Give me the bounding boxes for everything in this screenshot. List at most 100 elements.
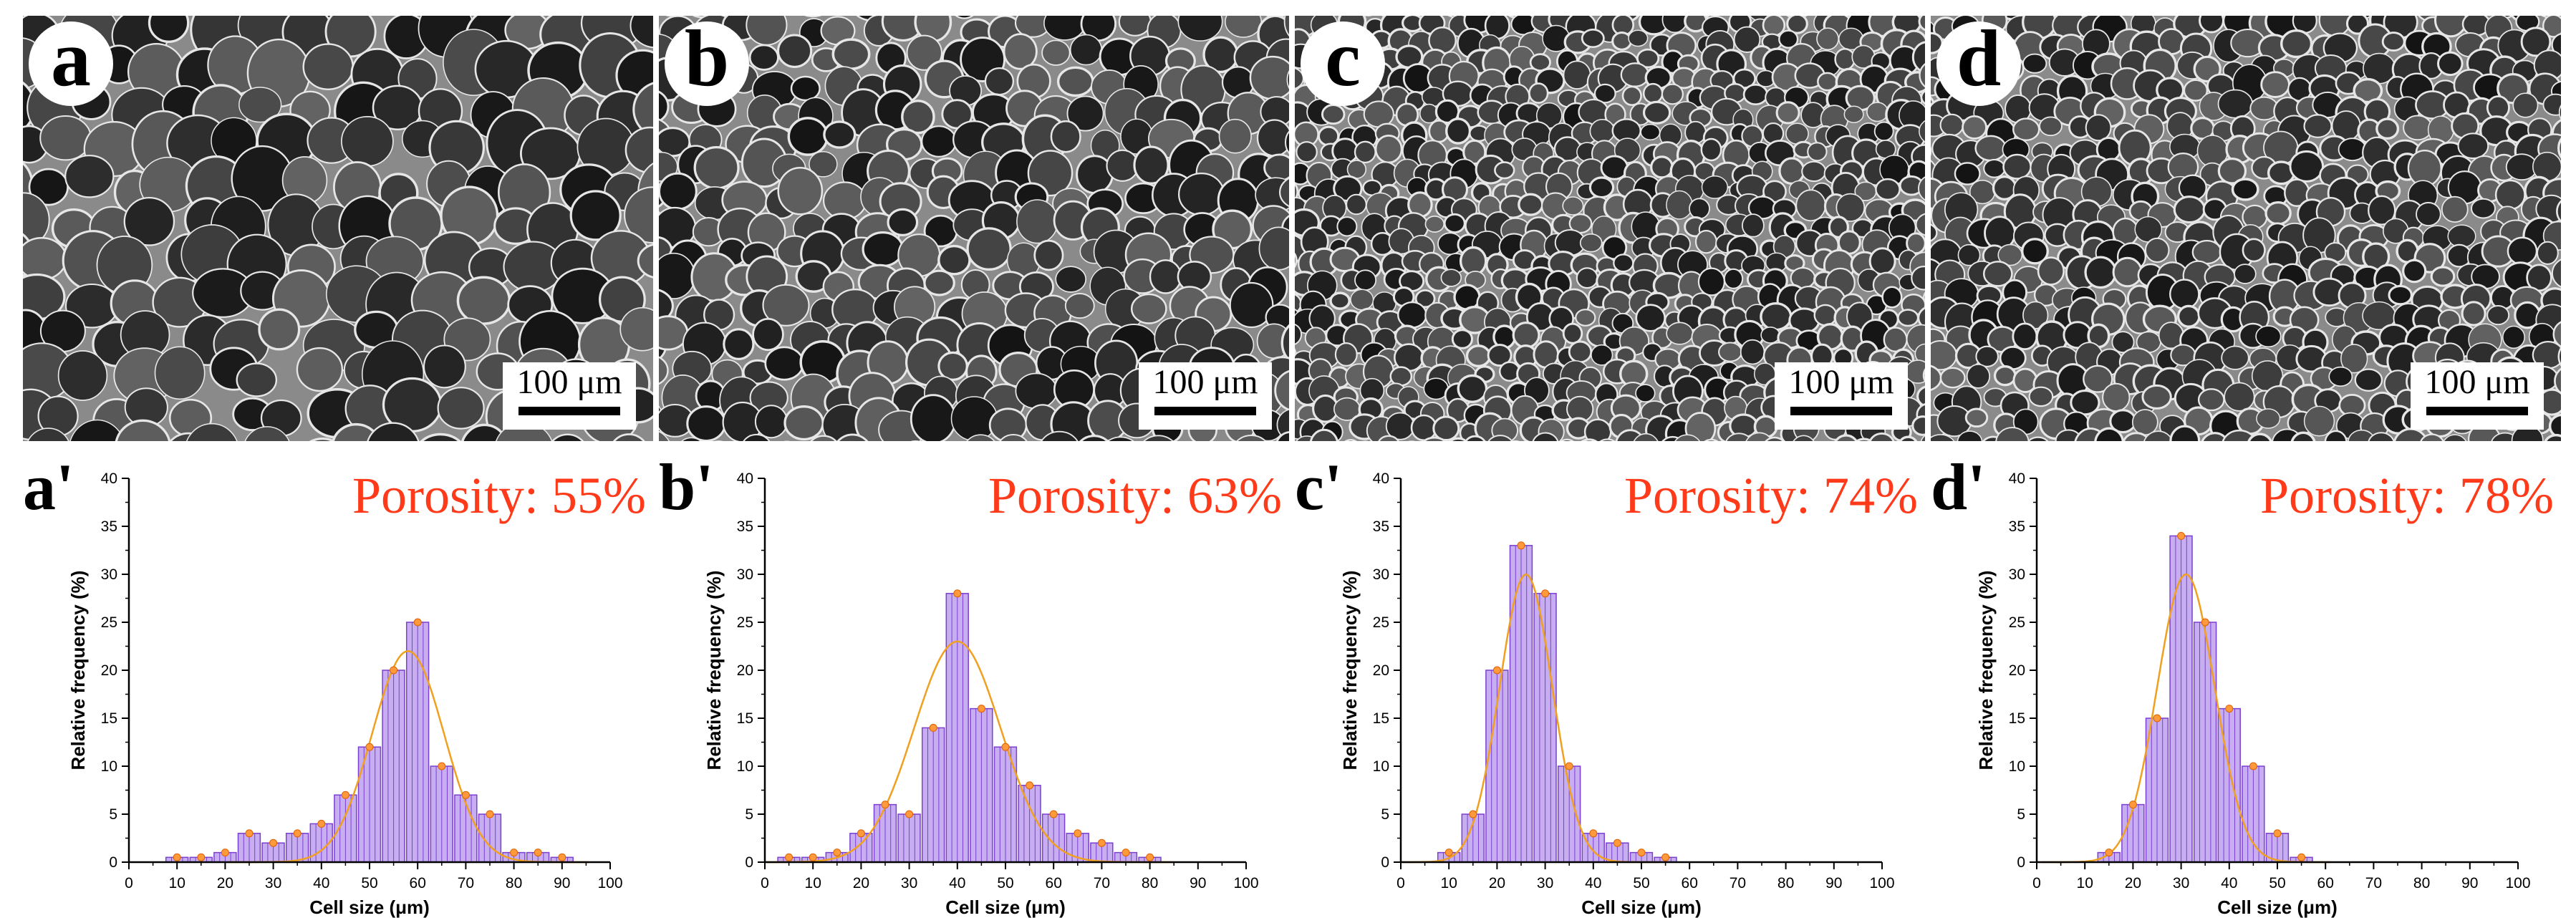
- foam-pore: [2437, 51, 2464, 77]
- foam-pore: [2348, 429, 2375, 441]
- data-point-marker: [2249, 762, 2257, 770]
- foam-pore: [1906, 232, 1925, 255]
- foam-pore: [1432, 415, 1460, 441]
- histogram-bar: [1018, 785, 1041, 863]
- data-point-marker: [2128, 801, 2137, 809]
- foam-pore: [1642, 82, 1664, 104]
- foam-pore: [1443, 213, 1466, 233]
- foam-pore: [1321, 104, 1346, 125]
- data-point-marker: [221, 849, 229, 857]
- foam-pore: [1897, 309, 1919, 327]
- foam-pore: [64, 155, 115, 198]
- data-point-marker: [1097, 839, 1106, 847]
- foam-pore: [1931, 223, 1938, 242]
- foam-pore: [2084, 256, 2117, 289]
- foam-pore: [2027, 436, 2049, 441]
- sem-panel-label-a: a: [29, 19, 113, 106]
- data-point-marker: [881, 801, 889, 809]
- foam-pore: [2094, 427, 2124, 441]
- foam-pore: [1642, 100, 1671, 125]
- foam-pore: [1801, 160, 1827, 183]
- chart-panel-label-a: a': [23, 450, 74, 523]
- foam-pore: [809, 150, 838, 178]
- histogram-bar: [405, 622, 430, 863]
- foam-pore: [2328, 366, 2353, 387]
- x-tick-label: 20: [853, 875, 869, 892]
- foam-pore: [1424, 216, 1445, 233]
- foam-pore: [1918, 176, 1925, 201]
- foam-pore: [1760, 302, 1793, 332]
- histogram-bar: [382, 670, 405, 863]
- x-tick-label: 0: [761, 875, 769, 892]
- data-point-marker: [2225, 705, 2234, 713]
- foam-pore: [2551, 33, 2561, 57]
- foam-pore: [984, 67, 1015, 96]
- histogram-bar: [334, 794, 357, 863]
- foam-pore: [937, 351, 968, 381]
- foam-pore: [461, 423, 508, 441]
- foam-pore: [1532, 432, 1559, 441]
- data-point-marker: [269, 839, 278, 847]
- foam-pore: [1066, 95, 1104, 132]
- x-tick-label: 40: [313, 875, 329, 892]
- data-point-marker: [461, 791, 470, 799]
- foam-pore: [1457, 374, 1488, 404]
- foam-pore: [2354, 368, 2383, 392]
- scale-bar-b: 100 μm: [1139, 362, 1272, 430]
- foam-pore: [2338, 137, 2367, 162]
- foam-pore: [1923, 291, 1925, 304]
- foam-pore: [2247, 433, 2272, 441]
- foam-pore: [1056, 66, 1094, 97]
- foam-pore: [1279, 177, 1289, 208]
- foam-texture-c: [1295, 16, 1925, 441]
- data-point-marker: [1146, 853, 1154, 861]
- foam-pore: [2303, 405, 2335, 437]
- foam-pore: [901, 100, 935, 135]
- foam-pore: [1263, 153, 1289, 182]
- foam-pore: [1765, 436, 1785, 441]
- foam-pore: [1995, 427, 2030, 441]
- foam-pore: [1918, 16, 1925, 32]
- foam-pore: [2557, 137, 2561, 159]
- foam-pore: [1911, 41, 1925, 74]
- y-tick-label: 30: [2009, 566, 2025, 583]
- foam-pore: [2131, 409, 2158, 436]
- foam-pore: [1868, 432, 1895, 441]
- foam-pore: [1701, 175, 1729, 199]
- foam-pore: [1674, 434, 1701, 441]
- data-point-marker: [534, 849, 542, 857]
- scale-bar-a: 100 μm: [503, 362, 636, 430]
- foam-pore: [1512, 321, 1540, 349]
- foam-pore: [1621, 85, 1642, 107]
- foam-pore: [2255, 325, 2282, 348]
- foam-pore: [238, 87, 282, 123]
- histogram-bar: [970, 707, 993, 863]
- x-tick-label: 20: [1489, 875, 1505, 892]
- histogram-bar: [1041, 813, 1066, 863]
- histogram-bar: [945, 593, 969, 863]
- foam-pore: [1336, 216, 1358, 237]
- foam-pore: [1374, 134, 1403, 164]
- scale-bar-line-a: [518, 407, 620, 415]
- foam-pore: [2552, 321, 2561, 348]
- x-tick-label: 60: [410, 875, 426, 892]
- foam-pore: [2416, 202, 2441, 227]
- foam-pore: [2494, 179, 2526, 211]
- data-point-marker: [785, 853, 793, 861]
- foam-pore: [1786, 16, 1808, 34]
- foam-pore: [1883, 327, 1908, 353]
- foam-pore: [2012, 117, 2040, 141]
- foam-pore: [2199, 16, 2224, 34]
- foam-pore: [923, 269, 955, 296]
- foam-pore: [1778, 29, 1799, 49]
- foam-pore: [693, 145, 740, 190]
- foam-pore: [23, 237, 67, 281]
- foam-pore: [123, 196, 175, 246]
- chart-panel-label-d: d': [1931, 450, 1986, 523]
- foam-pore: [1778, 157, 1805, 185]
- foam-pore: [2020, 238, 2049, 265]
- y-tick-label: 25: [2009, 614, 2025, 631]
- fit-curve: [765, 640, 1174, 864]
- foam-pore: [787, 117, 829, 156]
- foam-pore: [619, 306, 653, 352]
